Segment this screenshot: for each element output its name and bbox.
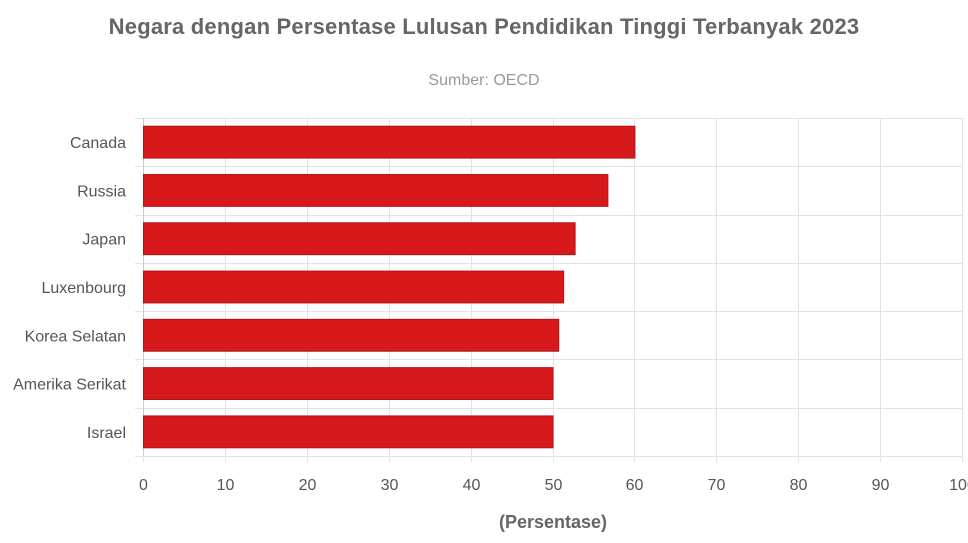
category-label: Russia (77, 183, 126, 200)
chart-subtitle: Sumber: OECD (428, 72, 540, 89)
x-tick-label: 0 (139, 477, 148, 494)
x-tick-label: 50 (545, 477, 563, 494)
category-label: Luxenbourg (41, 280, 126, 297)
x-tick-label: 40 (463, 477, 481, 494)
x-axis-title: (Persentase) (499, 512, 607, 532)
bar[interactable] (143, 173, 609, 207)
x-tick-label: 30 (381, 477, 399, 494)
x-tick-label: 100 (949, 477, 968, 494)
chart-title: Negara dengan Persentase Lulusan Pendidi… (108, 14, 860, 39)
category-labels: Canada Russia Japan Luxenbourg Korea Selatan… (13, 135, 126, 442)
x-tick-labels: 0 10 20 30 40 50 60 70 80 90 100 (139, 477, 968, 494)
category-label: Israel (87, 425, 126, 442)
category-label: Japan (82, 232, 126, 249)
category-label: Korea Selatan (25, 328, 126, 345)
x-tick-label: 70 (708, 477, 726, 494)
x-tick-label: 80 (790, 477, 808, 494)
bar[interactable] (143, 222, 576, 256)
bars-group (143, 125, 636, 449)
bar[interactable] (143, 125, 636, 159)
x-tick-label: 60 (626, 477, 644, 494)
bar[interactable] (143, 367, 554, 401)
x-tick-label: 20 (299, 477, 317, 494)
bar[interactable] (143, 415, 554, 449)
bar[interactable] (143, 270, 565, 304)
category-label: Canada (70, 135, 126, 152)
x-tick-label: 90 (872, 477, 890, 494)
x-tick-label: 10 (217, 477, 235, 494)
category-label: Amerika Serikat (13, 377, 126, 394)
bar[interactable] (143, 318, 560, 352)
